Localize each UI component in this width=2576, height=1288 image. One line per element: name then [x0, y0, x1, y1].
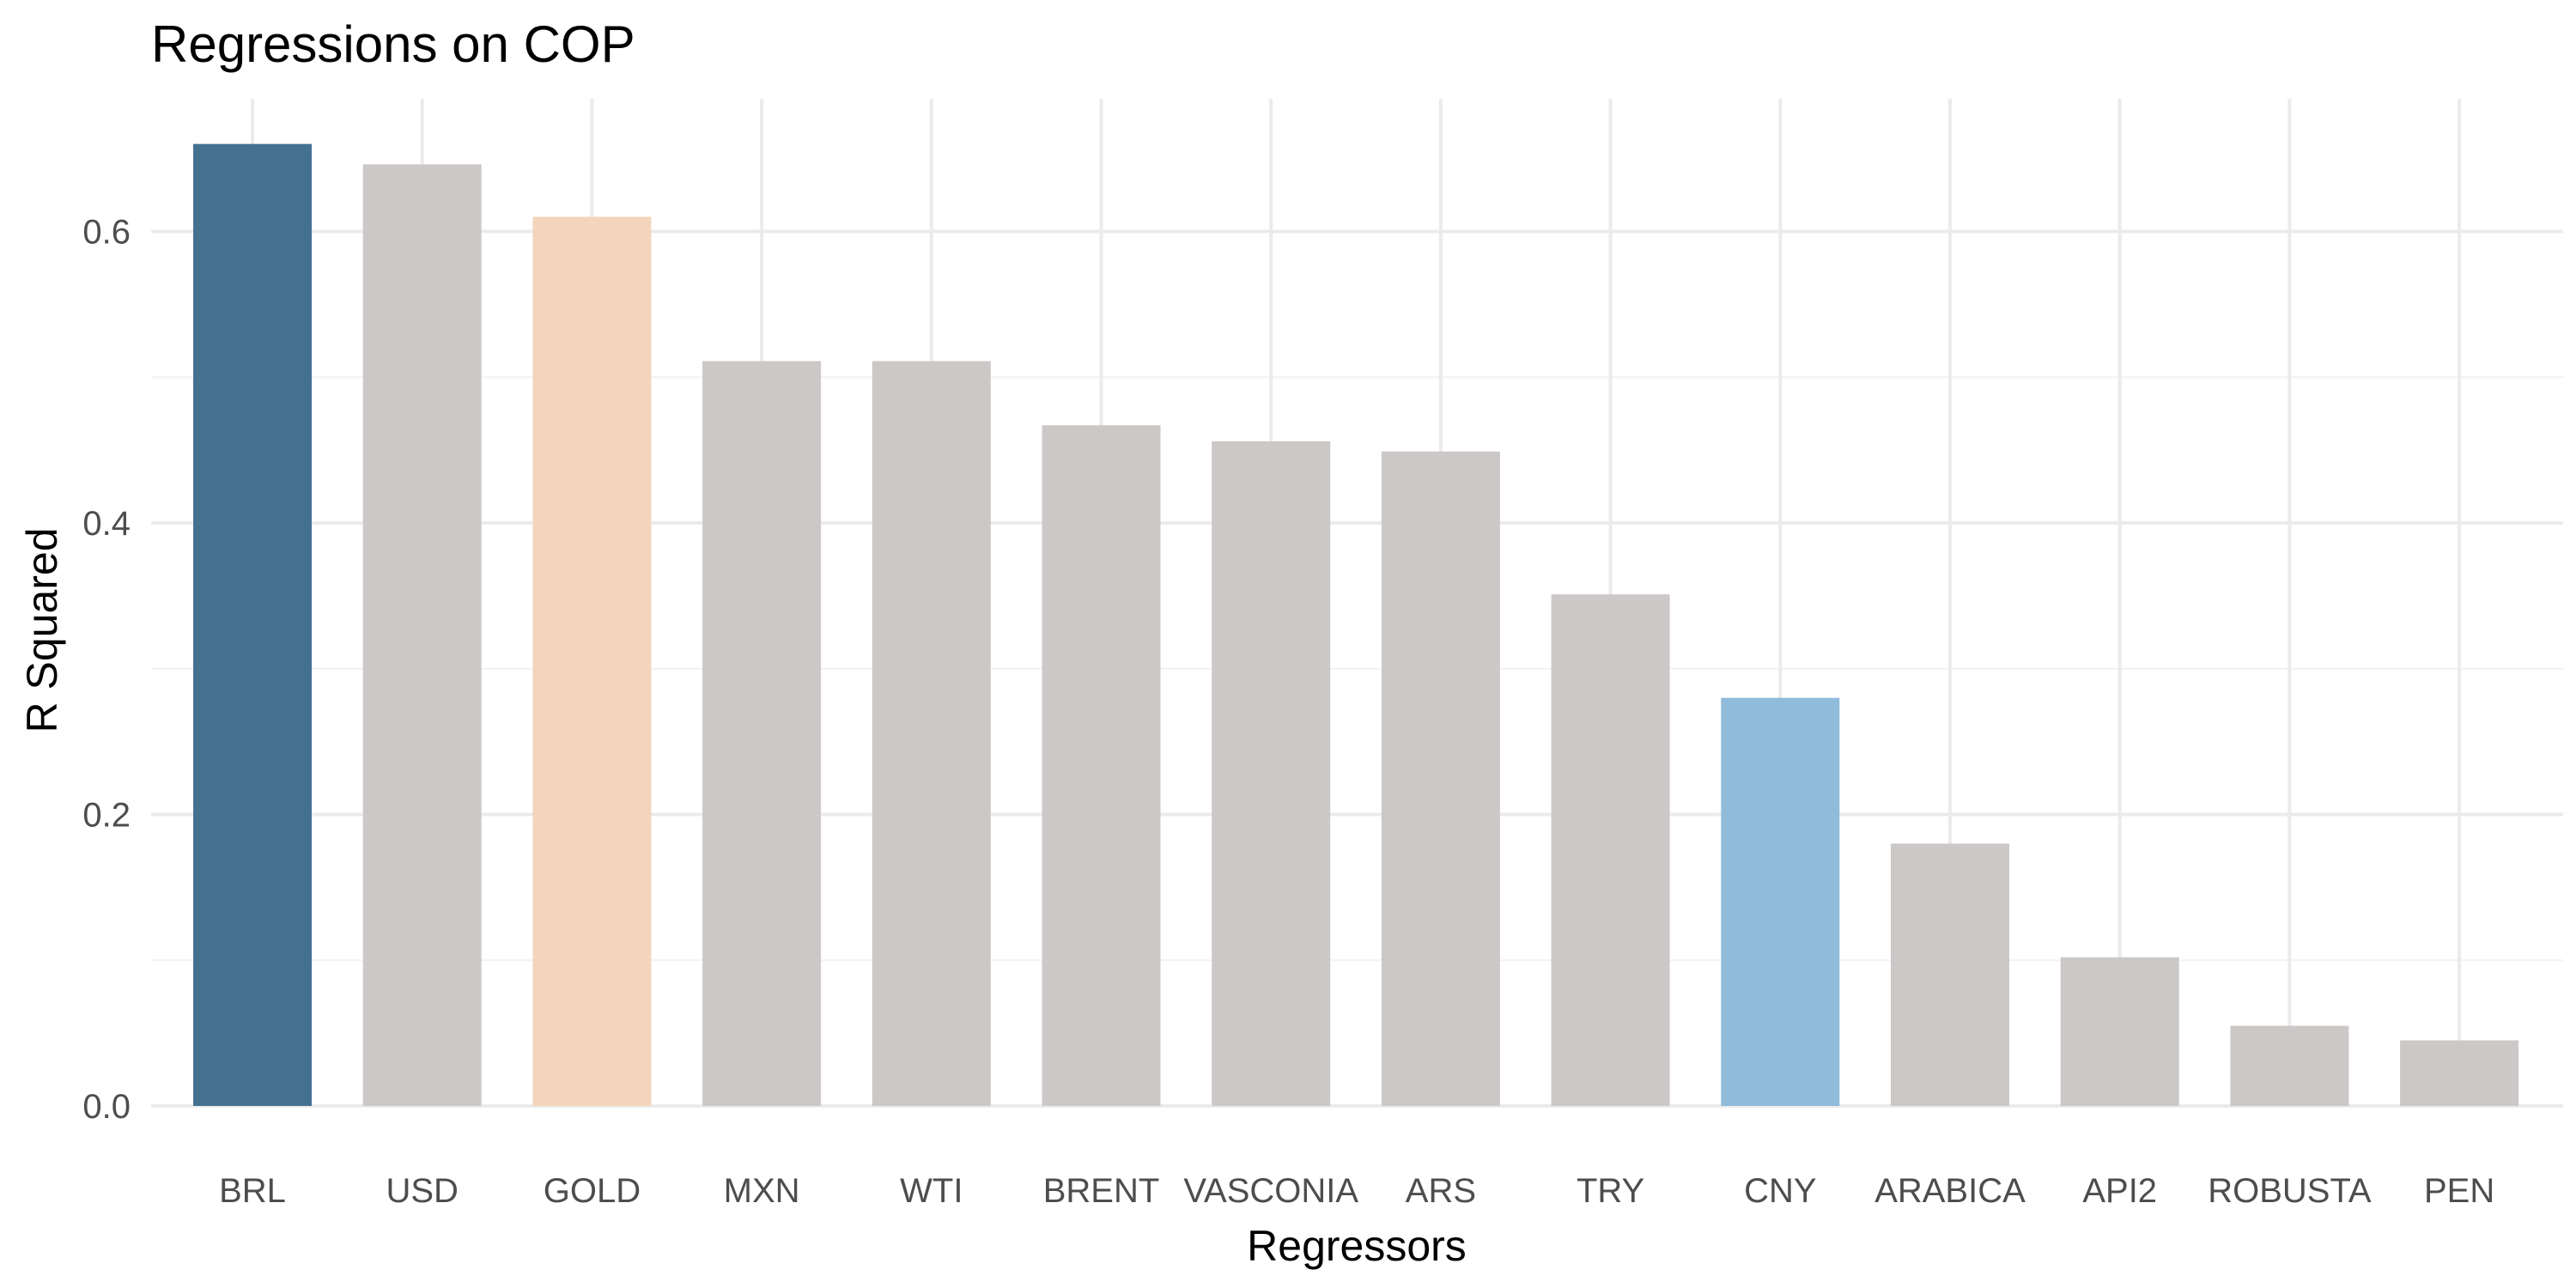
x-axis-title: Regressors [1247, 1222, 1467, 1270]
bar-arabica [1891, 843, 2009, 1106]
bar-robusta [2230, 1025, 2349, 1106]
x-tick-label-brent: BRENT [1043, 1172, 1160, 1210]
y-tick-label: 0.6 [82, 214, 131, 252]
bar-usd [362, 164, 482, 1106]
y-axis-ticks: 0.0 0.2 0.4 0.6 [82, 214, 131, 1127]
bar-vasconia [1212, 440, 1331, 1106]
chart-title: Regressions on COP [151, 15, 635, 73]
bar-mxn [702, 361, 822, 1106]
x-tick-label-arabica: ARABICA [1874, 1172, 2026, 1210]
x-tick-label-api2: API2 [2082, 1172, 2157, 1210]
x-tick-label-pen: PEN [2424, 1172, 2494, 1210]
y-axis-title: R Squared [18, 527, 66, 732]
bar-brent [1042, 425, 1161, 1107]
y-tick-label: 0.4 [82, 505, 131, 543]
x-tick-label-ars: ARS [1406, 1172, 1476, 1210]
x-tick-label-vasconia: VASCONIA [1183, 1172, 1358, 1210]
bar-pen [2400, 1040, 2519, 1106]
bar-brl [193, 143, 312, 1106]
x-tick-label-wti: WTI [900, 1172, 963, 1210]
bar-cny [1721, 697, 1840, 1106]
x-axis-ticks: BRL USD GOLD MXN WTI BRENT VASCONIA ARS TRY CNY AR… [219, 1172, 2494, 1210]
x-tick-label-try: TRY [1577, 1172, 1644, 1210]
x-tick-label-usd: USD [386, 1172, 458, 1210]
bar-ars [1381, 451, 1500, 1106]
bar-api2 [2060, 957, 2179, 1106]
y-tick-label: 0.2 [82, 797, 131, 835]
bar-wti [872, 361, 991, 1106]
x-tick-label-robusta: ROBUSTA [2208, 1172, 2372, 1210]
x-tick-label-mxn: MXN [724, 1172, 800, 1210]
x-tick-label-brl: BRL [219, 1172, 286, 1210]
x-tick-label-gold: GOLD [544, 1172, 641, 1210]
y-tick-label: 0.0 [82, 1088, 131, 1126]
bar-try [1551, 594, 1670, 1106]
grid-lines [151, 99, 2563, 1108]
bars [193, 143, 2519, 1107]
bar-gold [532, 216, 652, 1106]
x-tick-label-cny: CNY [1744, 1172, 1816, 1210]
